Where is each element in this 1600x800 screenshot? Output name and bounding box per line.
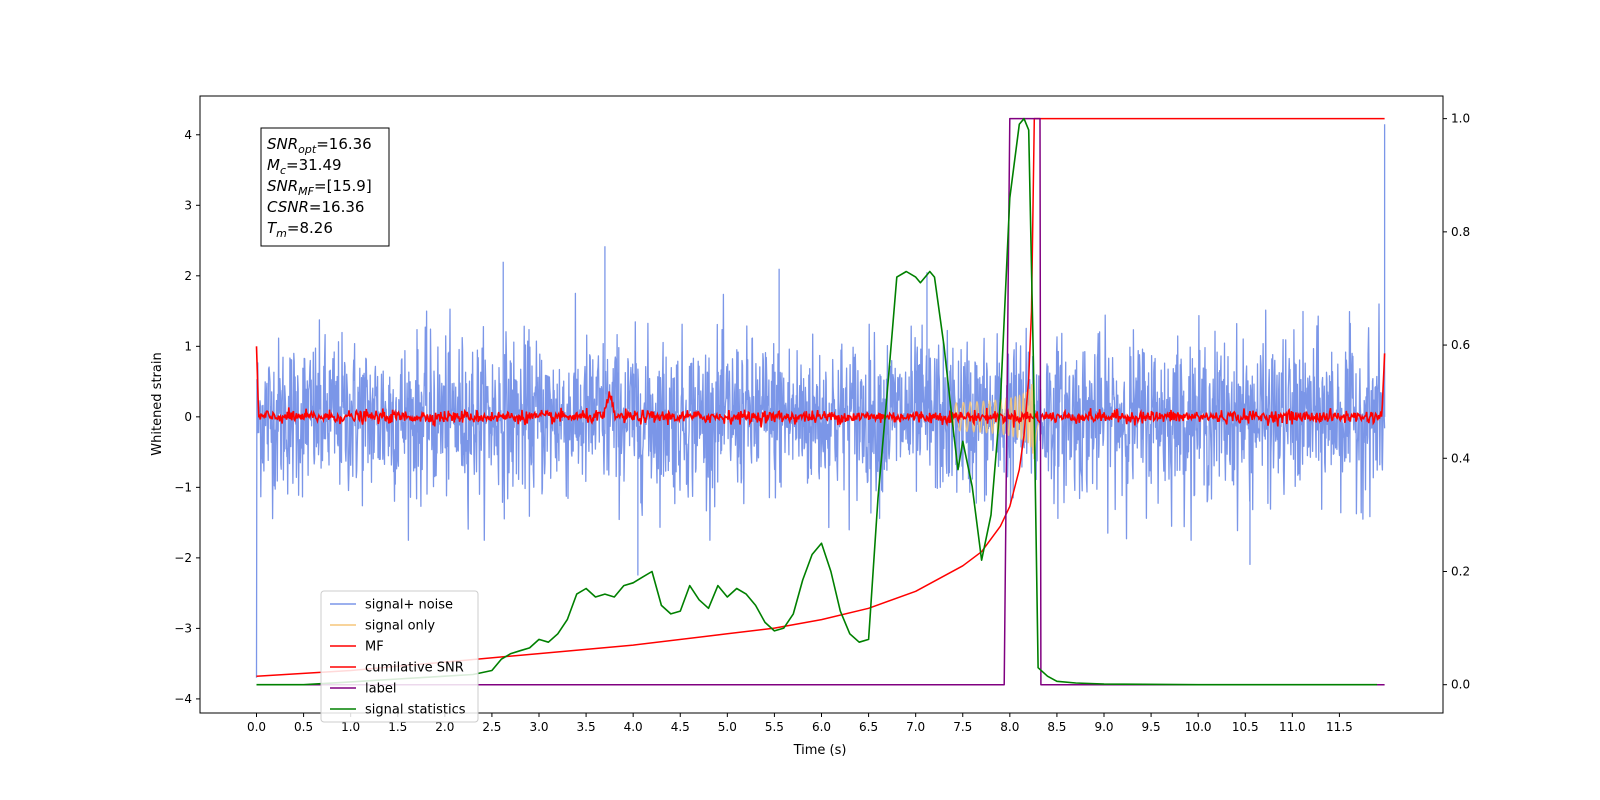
x-tick-label: 10.0 (1185, 720, 1212, 734)
x-tick-label: 9.0 (1094, 720, 1113, 734)
y-axis-right: 1.0 0.8 0.6 0.4 0.2 0.0 (1443, 112, 1470, 692)
y-left-tick-label: 4 (184, 128, 192, 142)
annotation-line: Tm=8.26 (267, 219, 333, 240)
y-left-tick-label: 3 (184, 198, 192, 212)
legend-label: signal+ noise (365, 598, 453, 613)
annotation-line: Mc=31.49 (267, 156, 342, 177)
legend-label: signal statistics (365, 703, 466, 718)
plot-area (255, 117, 1386, 686)
x-axis-label: Time (s) (793, 743, 847, 758)
x-tick-label: 1.5 (388, 720, 407, 734)
stats-annotation-box: SNRopt=16.36Mc=31.49SNRMF=[15.9]CSNR=16.… (260, 127, 390, 247)
x-tick-label: 6.0 (812, 720, 831, 734)
legend-label: cumilative SNR (365, 661, 464, 676)
x-tick-label: 0.5 (294, 720, 313, 734)
x-tick-label: 9.5 (1142, 720, 1161, 734)
x-tick-label: 5.0 (718, 720, 737, 734)
x-tick-label: 11.0 (1279, 720, 1306, 734)
y-left-tick-label: −3 (174, 621, 192, 635)
y-left-tick-label: 2 (184, 269, 192, 283)
series-cumulative-snr-line (256, 117, 1385, 677)
x-tick-label: 3.5 (577, 720, 596, 734)
y-right-tick-label: 0.0 (1451, 678, 1470, 692)
x-tick-label: 2.0 (435, 720, 454, 734)
y-left-tick-label: −1 (174, 480, 192, 494)
y-left-tick-label: 0 (184, 410, 192, 424)
y-right-tick-label: 0.8 (1451, 225, 1470, 239)
x-tick-label: 3.0 (529, 720, 548, 734)
x-tick-label: 8.0 (1000, 720, 1019, 734)
y-axis-left: 4 3 2 1 0 −1 −2 −3 −4 (174, 128, 200, 706)
annotation-line: CSNR=16.36 (267, 198, 364, 216)
y-left-tick-label: −4 (174, 692, 192, 706)
series-label-line (256, 117, 1385, 686)
y-axis-label: Whitened strain (150, 352, 165, 455)
annotation-line: SNRMF=[15.9] (267, 177, 372, 198)
x-tick-label: 11.5 (1326, 720, 1353, 734)
y-right-tick-label: 1.0 (1451, 112, 1470, 126)
legend-frame (320, 590, 479, 723)
x-tick-label: 8.5 (1047, 720, 1066, 734)
x-tick-label: 1.0 (341, 720, 360, 734)
x-tick-label: 10.5 (1232, 720, 1259, 734)
y-left-tick-label: 1 (184, 339, 192, 353)
x-tick-label: 5.5 (765, 720, 784, 734)
y-right-tick-label: 0.2 (1451, 564, 1470, 578)
series-mf-line (255, 346, 1386, 428)
series-signal-statistics-line (256, 117, 1378, 686)
series-signal-noise-line (255, 292, 1386, 678)
annotation-line: SNRopt=16.36 (267, 135, 372, 156)
x-tick-label: 4.5 (671, 720, 690, 734)
x-tick-label: 7.5 (953, 720, 972, 734)
x-tick-label: 2.5 (482, 720, 501, 734)
legend-label: MF (365, 640, 384, 655)
legend: signal+ noise signal only MF cumilative SNR… (320, 590, 479, 723)
x-tick-label: 0.0 (247, 720, 266, 734)
legend-label: label (365, 682, 396, 697)
y-left-tick-label: −2 (174, 551, 192, 565)
legend-label: signal only (365, 619, 435, 634)
x-tick-label: 7.0 (906, 720, 925, 734)
y-right-tick-label: 0.4 (1451, 451, 1470, 465)
x-tick-label: 6.5 (859, 720, 878, 734)
y-right-tick-label: 0.6 (1451, 338, 1470, 352)
x-tick-label: 4.0 (624, 720, 643, 734)
annotation-frame (260, 127, 390, 247)
